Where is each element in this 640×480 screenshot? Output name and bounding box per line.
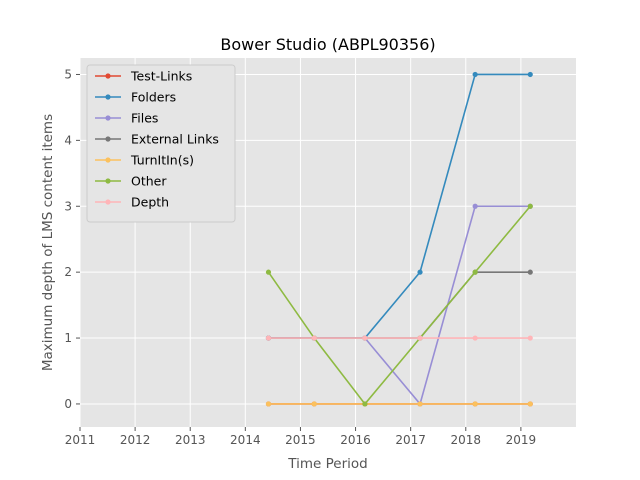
data-point xyxy=(417,335,423,341)
x-tick-label: 2019 xyxy=(506,433,537,447)
legend-item: Files xyxy=(95,111,158,126)
legend-swatch-marker xyxy=(105,94,111,100)
x-tick-label: 2018 xyxy=(451,433,482,447)
data-point xyxy=(265,335,272,341)
data-point xyxy=(527,71,533,78)
x-tick-label: 2017 xyxy=(395,433,426,447)
legend: Test-Links Folders Files External Links Turn… xyxy=(86,64,236,223)
data-point xyxy=(362,335,368,341)
series-depth xyxy=(265,335,533,341)
x-tick-label: 2016 xyxy=(340,433,371,447)
legend-swatch-marker xyxy=(105,73,111,79)
x-axis-label: Time Period xyxy=(287,456,367,472)
y-tick-label: 5 xyxy=(64,67,72,81)
legend-item: Folders xyxy=(95,90,176,105)
legend-item: Other xyxy=(95,174,167,189)
legend-label: Test-Links xyxy=(130,69,192,84)
data-point xyxy=(472,335,478,341)
legend-swatch-marker xyxy=(105,136,111,142)
data-point xyxy=(472,71,478,78)
legend-swatch-marker xyxy=(105,115,111,121)
legend-label: External Links xyxy=(131,132,219,147)
legend-swatch-marker xyxy=(105,199,111,205)
data-point xyxy=(311,335,317,341)
legend-item: TurnItIn(s) xyxy=(95,153,194,168)
series-lines xyxy=(265,71,533,407)
x-tick-label: 2011 xyxy=(65,433,96,447)
data-point xyxy=(527,269,533,275)
x-tick-label: 2012 xyxy=(120,433,151,447)
y-axis-ticks: 0 1 2 3 4 5 xyxy=(64,67,80,411)
x-tick-label: 2014 xyxy=(230,433,261,447)
data-point xyxy=(472,203,478,209)
data-point xyxy=(265,401,272,407)
data-point xyxy=(265,269,272,275)
data-point xyxy=(362,401,368,407)
legend-box xyxy=(86,64,236,223)
legend-label: TurnItIn(s) xyxy=(130,153,194,168)
legend-item: Test-Links xyxy=(95,69,192,84)
legend-item: Depth xyxy=(95,195,169,210)
y-tick-label: 0 xyxy=(64,397,72,411)
x-tick-label: 2015 xyxy=(285,433,316,447)
data-point xyxy=(527,203,533,209)
x-axis-ticks: 2011 2012 2013 2014 2015 2016 2017 2018 2019 xyxy=(65,427,536,447)
data-point xyxy=(311,401,317,407)
series-line xyxy=(267,205,531,406)
y-tick-label: 4 xyxy=(64,133,72,147)
data-point xyxy=(417,269,423,275)
data-point xyxy=(472,401,478,407)
legend-swatch-marker xyxy=(105,178,111,184)
legend-item: External Links xyxy=(95,132,219,147)
legend-label: Files xyxy=(131,111,158,126)
legend-label: Folders xyxy=(131,90,176,105)
data-point xyxy=(527,335,533,341)
y-tick-label: 2 xyxy=(64,265,72,279)
data-point xyxy=(417,401,423,407)
data-point xyxy=(472,269,478,275)
y-axis-label: Maximum depth of LMS content items xyxy=(40,114,56,371)
legend-swatch-marker xyxy=(105,157,111,163)
x-tick-label: 2013 xyxy=(175,433,206,447)
legend-label: Depth xyxy=(131,195,169,210)
legend-label: Other xyxy=(131,174,167,189)
data-point xyxy=(527,401,533,407)
y-tick-label: 1 xyxy=(64,331,72,345)
chart-title: Bower Studio (ABPL90356) xyxy=(220,35,435,54)
y-tick-label: 3 xyxy=(64,199,72,213)
